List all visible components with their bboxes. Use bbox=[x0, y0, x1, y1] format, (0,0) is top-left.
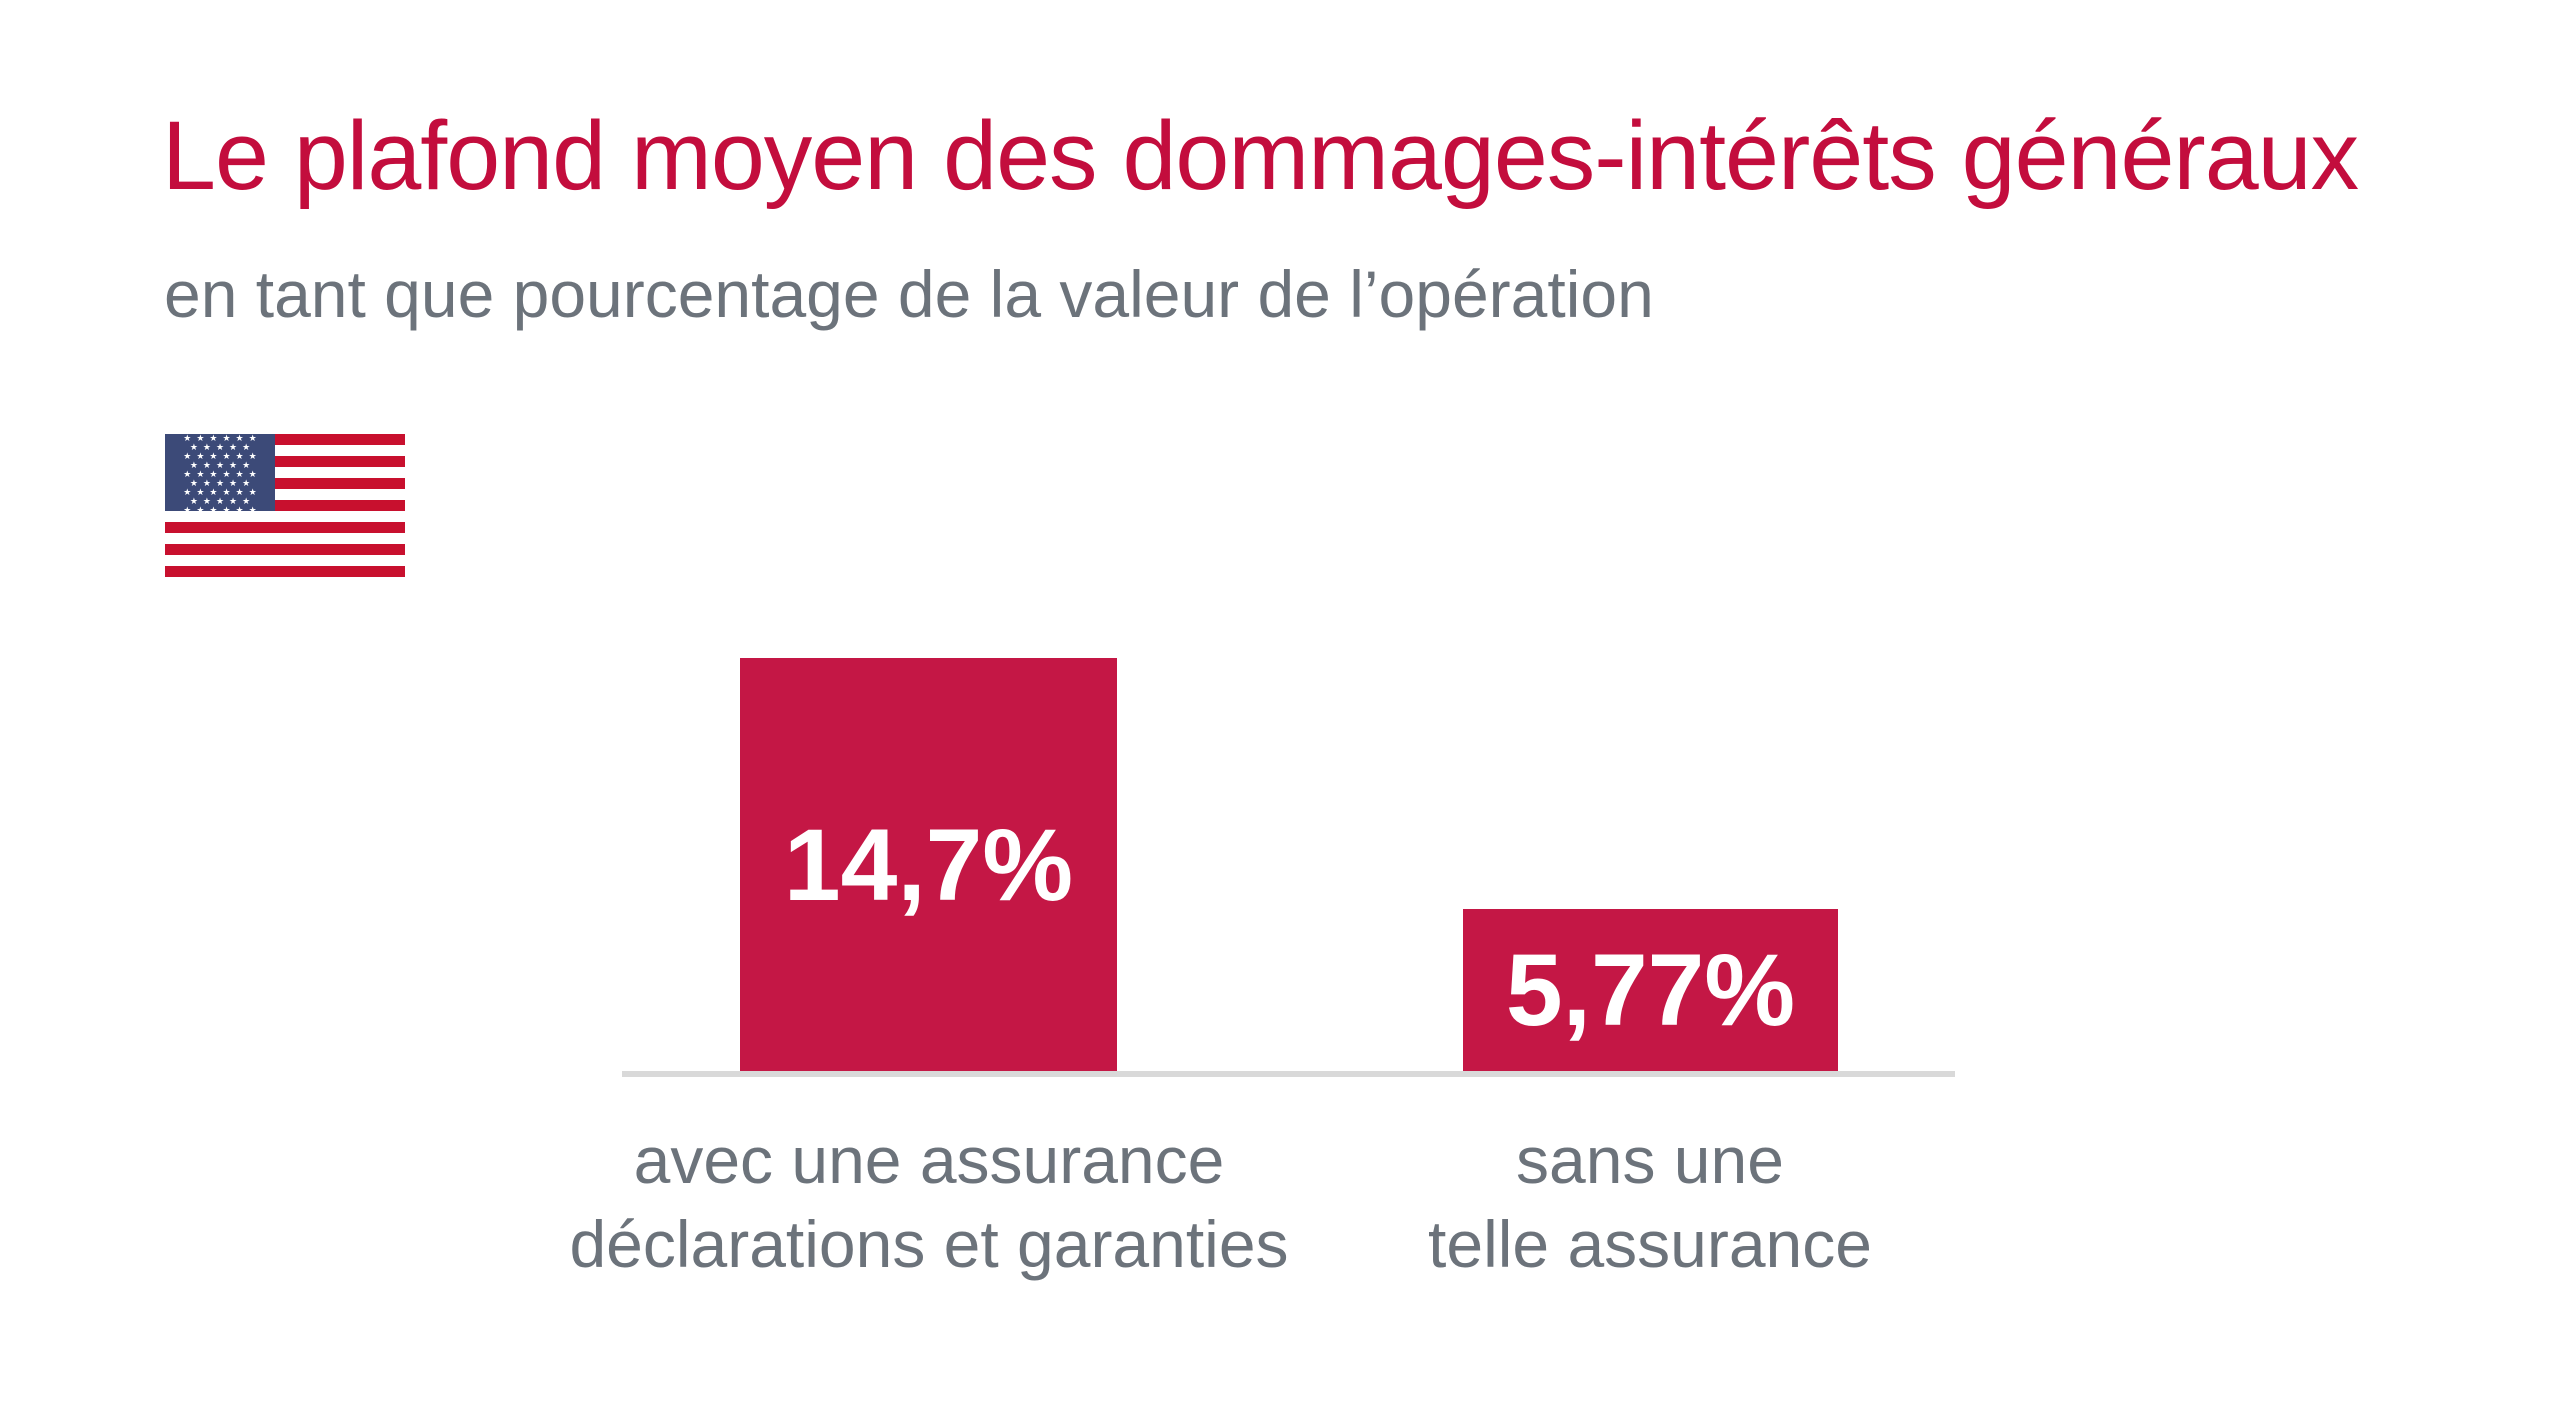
category-label-without-insurance: sans une telle assurance bbox=[1428, 1118, 1872, 1286]
bar-chart: 14,7% 5,77% bbox=[622, 652, 1955, 1077]
bar-value-label: 5,77% bbox=[1505, 933, 1796, 1047]
baseline-axis bbox=[622, 1071, 1955, 1077]
flag-star-row: ★★★★★ bbox=[189, 478, 256, 488]
bar-value-label: 14,7% bbox=[783, 807, 1074, 922]
category-label-line: sans une bbox=[1516, 1123, 1784, 1197]
category-label-line: déclarations et garanties bbox=[569, 1207, 1289, 1281]
us-flag-canton: ★★★★★★ ★★★★★ ★★★★★★ ★★★★★ ★★★★★★ ★★★★★ ★★★★★★ ★… bbox=[165, 434, 275, 511]
category-label-with-insurance: avec une assurance déclarations et garan… bbox=[569, 1118, 1288, 1286]
page-title: Le plafond moyen des dommages-intérêts g… bbox=[162, 101, 2359, 210]
flag-star-row: ★★★★★★ bbox=[183, 451, 262, 461]
category-label-line: telle assurance bbox=[1428, 1207, 1872, 1281]
flag-star-row: ★★★★★ bbox=[189, 496, 256, 506]
flag-star-row: ★★★★★★ bbox=[183, 505, 262, 512]
flag-star-row: ★★★★★ bbox=[189, 460, 256, 470]
flag-star-row: ★★★★★★ bbox=[183, 487, 262, 497]
flag-star-row: ★★★★★ bbox=[189, 442, 256, 452]
bar-with-insurance: 14,7% bbox=[740, 658, 1117, 1071]
flag-star-row: ★★★★★★ bbox=[183, 469, 262, 479]
us-flag-icon: ★★★★★★ ★★★★★ ★★★★★★ ★★★★★ ★★★★★★ ★★★★★ ★★★★★★ ★… bbox=[165, 434, 405, 577]
category-label-line: avec une assurance bbox=[633, 1123, 1225, 1197]
flag-star-row: ★★★★★★ bbox=[183, 434, 262, 443]
page-subtitle: en tant que pourcentage de la valeur de … bbox=[164, 257, 1654, 331]
bar-without-insurance: 5,77% bbox=[1463, 909, 1838, 1071]
